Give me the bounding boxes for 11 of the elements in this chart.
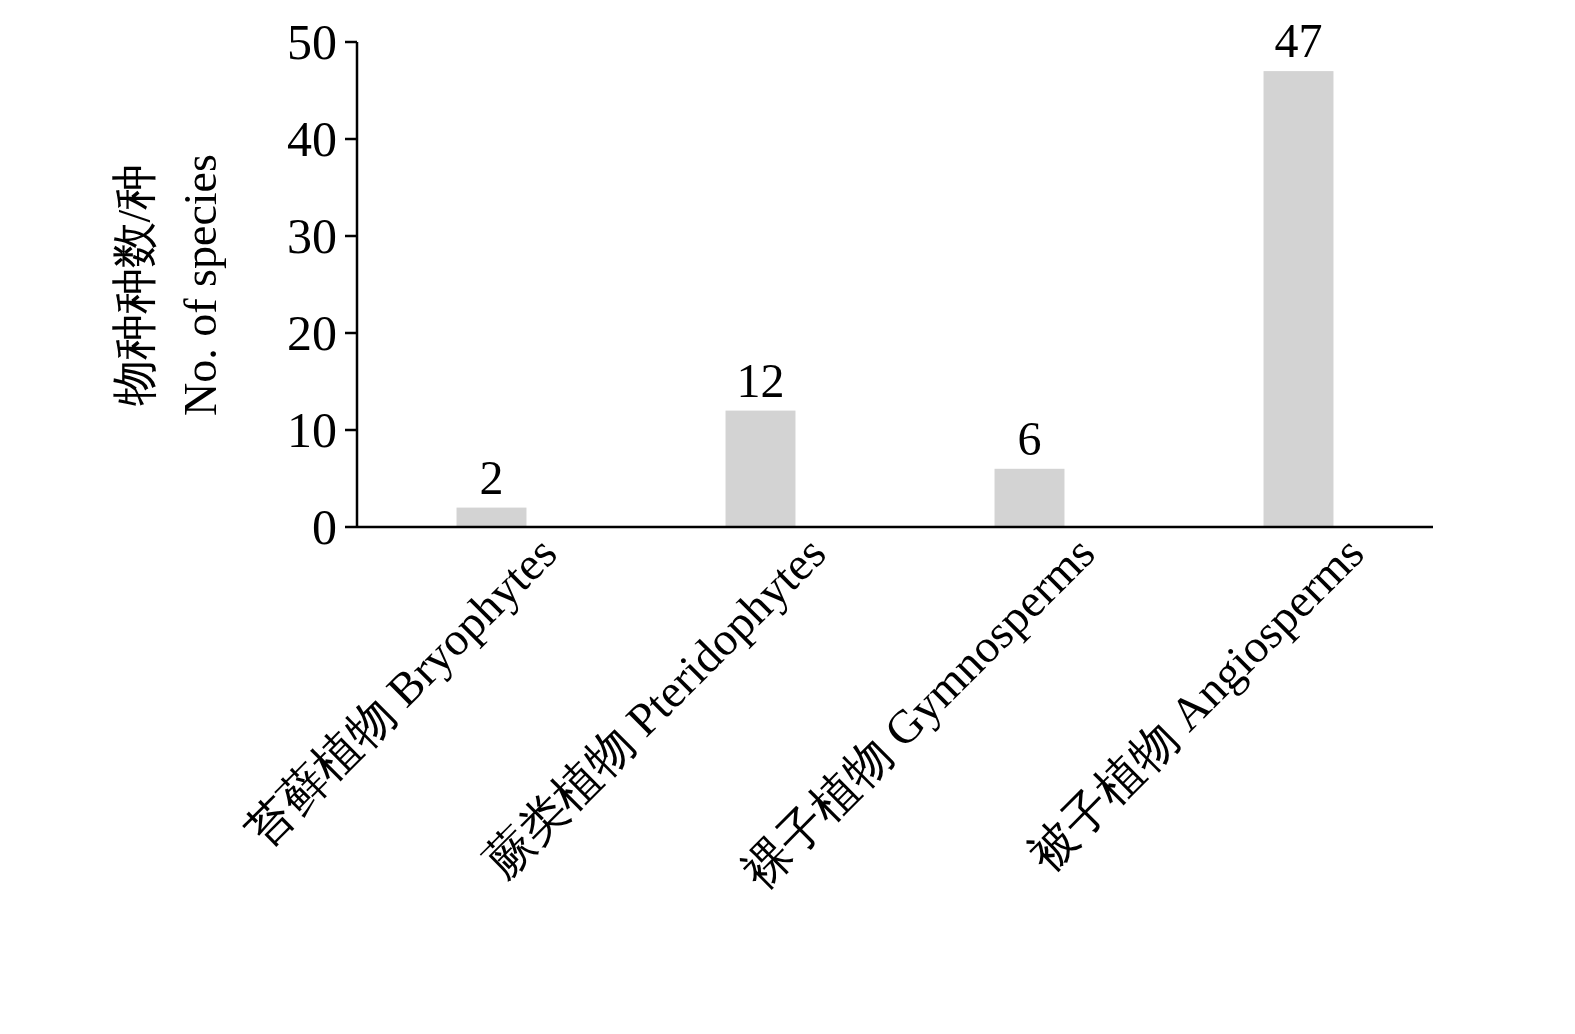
data-label: 2 <box>479 450 504 504</box>
y-tick-label: 20 <box>287 305 337 361</box>
y-tick-label: 50 <box>287 14 337 70</box>
data-label: 6 <box>1017 411 1042 465</box>
y-axis-title: 物种种数/种 No. of species <box>109 154 226 416</box>
y-tick-label: 0 <box>312 499 337 555</box>
data-label: 12 <box>736 353 785 407</box>
data-label: 47 <box>1274 14 1323 68</box>
y-tick-label: 40 <box>287 111 337 167</box>
y-tick-label: 10 <box>287 402 337 458</box>
y-tick-label: 30 <box>287 208 337 264</box>
